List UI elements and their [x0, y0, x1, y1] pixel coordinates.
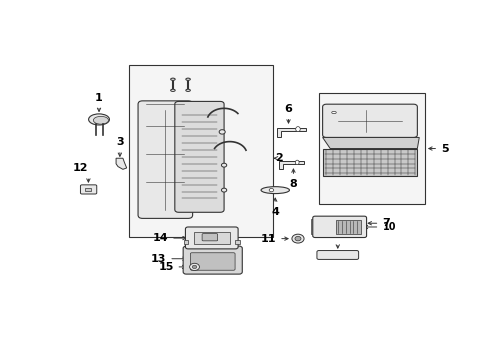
Bar [335, 220, 360, 234]
Circle shape [291, 234, 304, 243]
Ellipse shape [170, 78, 175, 80]
Circle shape [221, 188, 226, 192]
Ellipse shape [88, 114, 109, 125]
Text: 15: 15 [158, 262, 173, 272]
Circle shape [189, 263, 199, 270]
Ellipse shape [185, 78, 190, 80]
Text: 2: 2 [275, 153, 283, 163]
FancyBboxPatch shape [202, 234, 217, 241]
Text: 14: 14 [152, 233, 168, 243]
Polygon shape [279, 161, 303, 169]
FancyBboxPatch shape [183, 246, 242, 274]
Circle shape [192, 265, 196, 269]
Polygon shape [116, 158, 126, 169]
Ellipse shape [295, 127, 300, 132]
Ellipse shape [268, 188, 273, 192]
Polygon shape [277, 128, 305, 138]
Ellipse shape [170, 89, 175, 91]
Bar [235, 240, 240, 244]
FancyBboxPatch shape [185, 227, 238, 249]
Circle shape [294, 237, 301, 241]
Bar [193, 232, 229, 244]
Text: 10: 10 [382, 222, 395, 232]
FancyBboxPatch shape [138, 101, 192, 219]
Polygon shape [322, 138, 418, 149]
Text: 5: 5 [440, 144, 447, 153]
FancyBboxPatch shape [322, 104, 417, 138]
Circle shape [219, 130, 225, 134]
Text: 9: 9 [333, 230, 341, 240]
Bar [183, 240, 188, 244]
Text: 3: 3 [116, 137, 123, 147]
Bar [311, 219, 315, 234]
Bar [322, 149, 417, 176]
Text: 13: 13 [151, 254, 166, 264]
Ellipse shape [185, 89, 190, 91]
Text: 11: 11 [260, 234, 275, 244]
Ellipse shape [93, 116, 108, 124]
Text: 12: 12 [72, 163, 88, 174]
Ellipse shape [295, 160, 299, 165]
FancyBboxPatch shape [190, 253, 235, 270]
Bar [84, 188, 91, 191]
Circle shape [221, 163, 226, 167]
Ellipse shape [261, 186, 289, 194]
FancyBboxPatch shape [316, 251, 358, 260]
Text: 4: 4 [271, 207, 279, 217]
Text: 8: 8 [289, 179, 297, 189]
Bar [318, 93, 424, 204]
Text: 6: 6 [284, 104, 292, 114]
Text: 7: 7 [382, 218, 389, 228]
Bar [129, 66, 273, 237]
Text: 1: 1 [95, 93, 102, 103]
FancyBboxPatch shape [175, 102, 224, 212]
FancyBboxPatch shape [81, 185, 97, 194]
FancyBboxPatch shape [312, 216, 366, 238]
Ellipse shape [331, 111, 336, 114]
